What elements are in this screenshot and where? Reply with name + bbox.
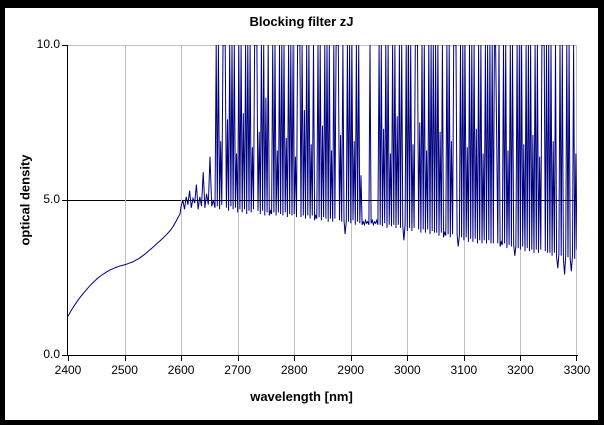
- y-tick-label: 10.0: [36, 37, 60, 51]
- x-axis-tick: [238, 356, 239, 361]
- chart-canvas: [68, 45, 577, 317]
- x-tick-label: 3100: [450, 363, 478, 377]
- x-axis-line: [67, 355, 578, 356]
- x-axis-tick: [464, 356, 465, 361]
- x-tick-label: 3300: [563, 363, 591, 377]
- y-axis-tick: [62, 45, 67, 46]
- x-tick-label: 2500: [111, 363, 138, 377]
- x-axis-tick: [351, 356, 352, 361]
- vertical-gridline: [351, 45, 352, 355]
- x-tick-label: 2600: [167, 363, 195, 377]
- gridline-od-mid: [68, 200, 577, 201]
- x-axis-tick: [576, 356, 577, 361]
- x-tick-label: 3200: [507, 363, 534, 377]
- vertical-gridline: [238, 45, 239, 355]
- x-axis-tick: [125, 356, 126, 361]
- x-tick-label: 2800: [280, 363, 308, 377]
- y-axis-tick: [62, 200, 67, 201]
- chart-title: Blocking filter zJ: [249, 14, 354, 29]
- gridline-od-max: [68, 45, 577, 46]
- x-tick-label: 2900: [337, 363, 365, 377]
- x-axis-title: wavelength [nm]: [250, 389, 353, 404]
- vertical-gridline: [125, 45, 126, 355]
- x-tick-label: 2700: [224, 363, 251, 377]
- y-axis-line: [67, 45, 68, 356]
- x-tick-label: 3000: [393, 363, 421, 377]
- x-axis-tick: [294, 356, 295, 361]
- x-axis-tick: [520, 356, 521, 361]
- chart-page: Blocking filter zJ optical density wavel…: [5, 8, 598, 420]
- plot-area: [62, 45, 578, 361]
- x-tick-label: 2400: [54, 363, 82, 377]
- vertical-gridline: [181, 45, 182, 355]
- x-axis-tick: [181, 356, 182, 361]
- spectrum-line: [68, 45, 577, 317]
- y-tick-label: 0.0: [43, 347, 60, 361]
- x-axis-tick: [68, 356, 69, 361]
- y-axis-tick: [62, 355, 67, 356]
- x-axis-tick: [407, 356, 408, 361]
- y-tick-label: 5.0: [43, 192, 60, 206]
